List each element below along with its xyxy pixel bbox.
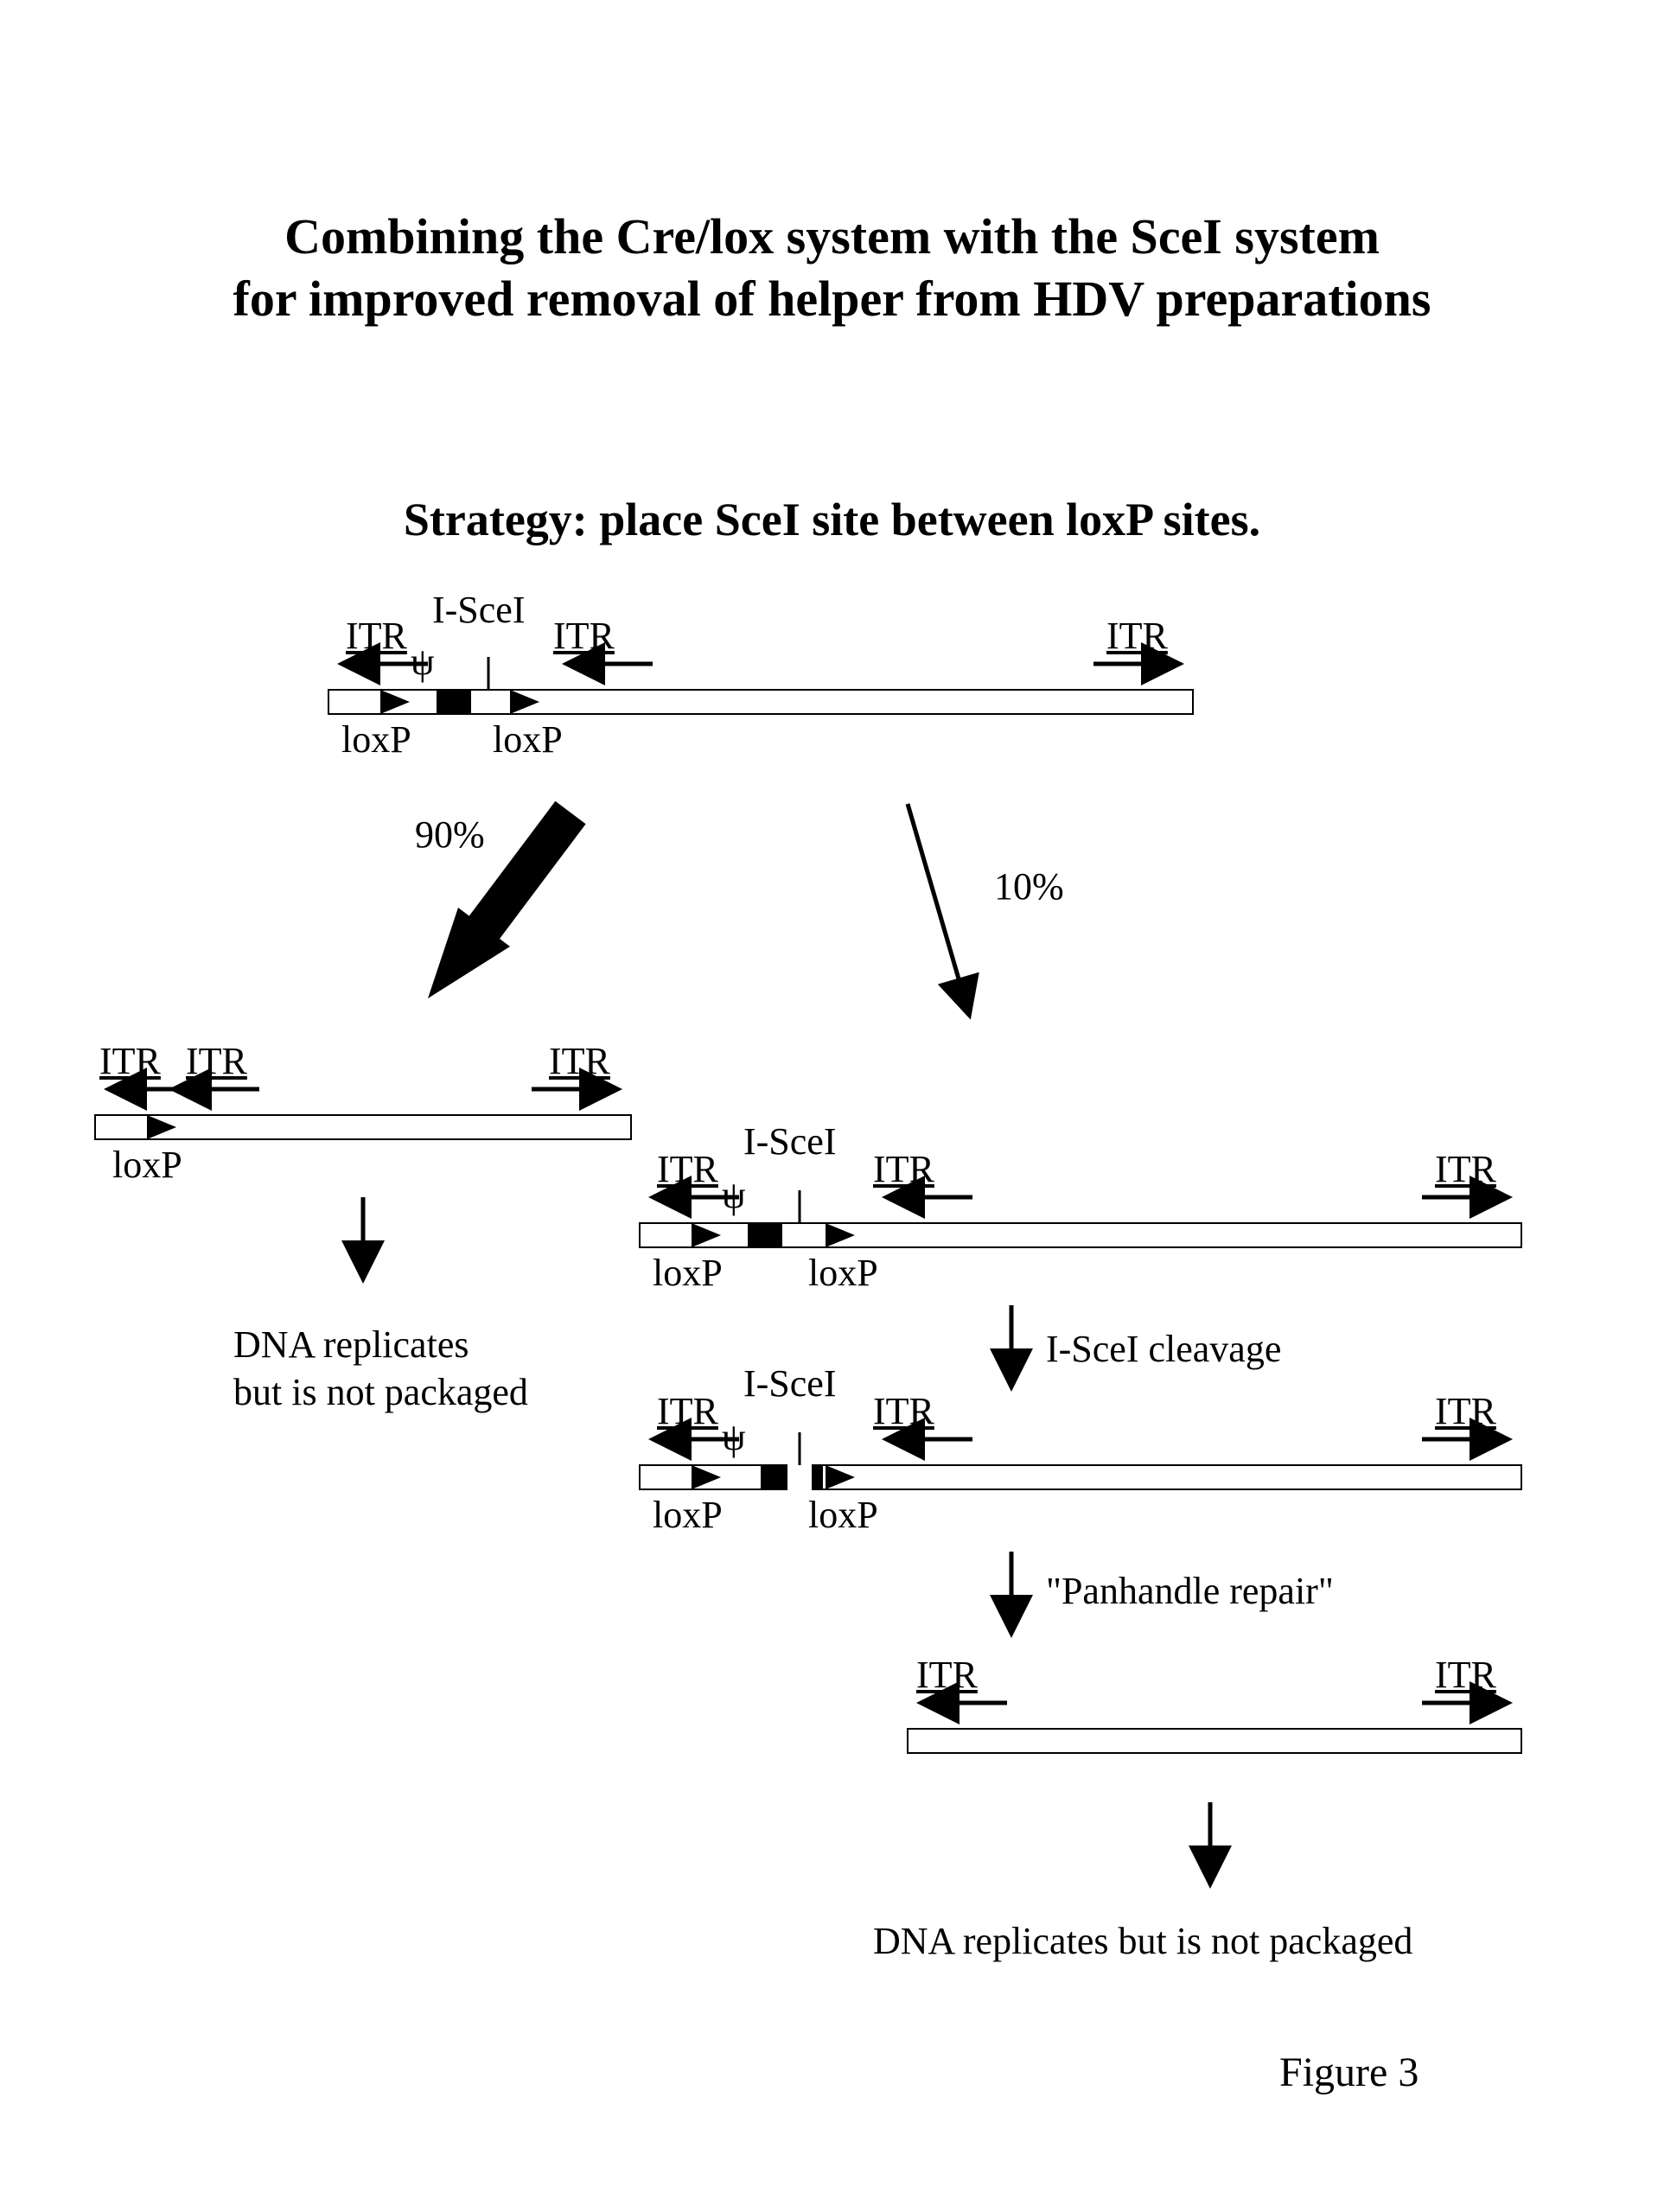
D-psi: ψ bbox=[722, 1415, 746, 1459]
A-loxP-2: loxP bbox=[493, 717, 563, 762]
B-dna-line1: DNA replicates bbox=[233, 1323, 469, 1367]
D-loxP-2: loxP bbox=[808, 1493, 878, 1537]
E-ITR-right: ITR bbox=[1435, 1653, 1496, 1697]
D-ITR-left: ITR bbox=[657, 1389, 718, 1433]
panhandle: "Panhandle repair" bbox=[1046, 1569, 1334, 1613]
figure-num: Figure 3 bbox=[1279, 2049, 1419, 2096]
A-ITR-left: ITR bbox=[346, 614, 407, 658]
C-psi: ψ bbox=[722, 1173, 746, 1217]
construct-A bbox=[0, 0, 1664, 2212]
pct10: 10% bbox=[994, 864, 1064, 908]
D-ITR-right: ITR bbox=[1435, 1389, 1496, 1433]
A-ISceI: I-SceI bbox=[432, 588, 526, 632]
C-ITR-left: ITR bbox=[657, 1147, 718, 1191]
D-ITR-mid: ITR bbox=[873, 1389, 934, 1433]
C-ITR-mid: ITR bbox=[873, 1147, 934, 1191]
B-loxP: loxP bbox=[112, 1143, 182, 1187]
E-ITR-left: ITR bbox=[916, 1653, 978, 1697]
D-ISceI: I-SceI bbox=[743, 1361, 837, 1406]
A-ITR-mid: ITR bbox=[553, 614, 615, 658]
A-psi: ψ bbox=[411, 640, 435, 684]
B-dna-line2: but is not packaged bbox=[233, 1370, 528, 1414]
E-dna-full: DNA replicates but is not packaged bbox=[873, 1919, 1412, 1963]
pct90: 90% bbox=[415, 813, 485, 857]
B-ITR-left: ITR bbox=[99, 1039, 161, 1083]
B-ITR-right: ITR bbox=[549, 1039, 610, 1083]
C-loxP-1: loxP bbox=[653, 1251, 723, 1295]
A-loxP-1: loxP bbox=[341, 717, 411, 762]
C-loxP-2: loxP bbox=[808, 1251, 878, 1295]
C-ISceI: I-SceI bbox=[743, 1119, 837, 1163]
A-ITR-right: ITR bbox=[1106, 614, 1168, 658]
C-ITR-right: ITR bbox=[1435, 1147, 1496, 1191]
iscel-cleavage: I-SceI cleavage bbox=[1046, 1327, 1281, 1371]
B-ITR-mid: ITR bbox=[186, 1039, 247, 1083]
D-loxP-1: loxP bbox=[653, 1493, 723, 1537]
